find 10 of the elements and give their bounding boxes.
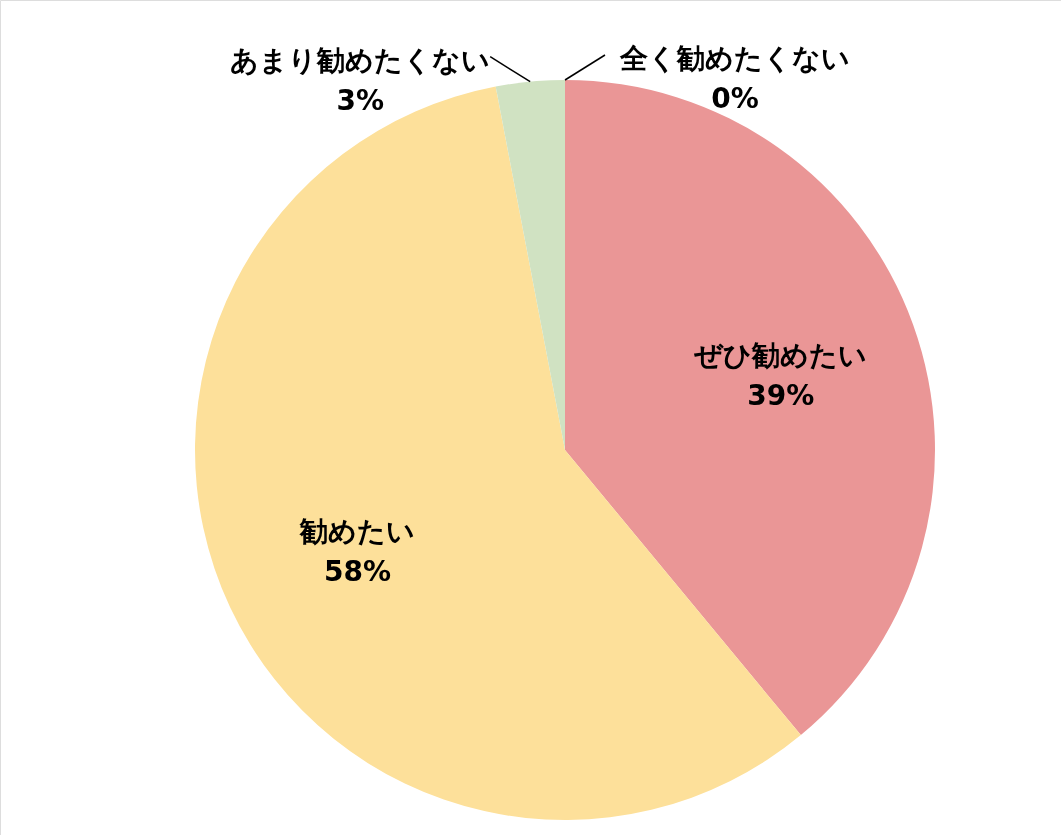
slice-label: あまり勧めたくない	[230, 43, 491, 77]
text: 0%	[711, 82, 759, 115]
pie-slice	[495, 80, 565, 450]
data-label: 3%	[336, 83, 384, 117]
slice-label: 勧めたい	[298, 514, 415, 548]
legend-label: 全く勧めたくない	[619, 42, 850, 75]
pie-slice	[565, 80, 935, 736]
data-label: 39%	[747, 379, 815, 413]
slice-label: ぜひ勧めたい	[693, 339, 868, 373]
data-label: 58%	[323, 554, 391, 588]
